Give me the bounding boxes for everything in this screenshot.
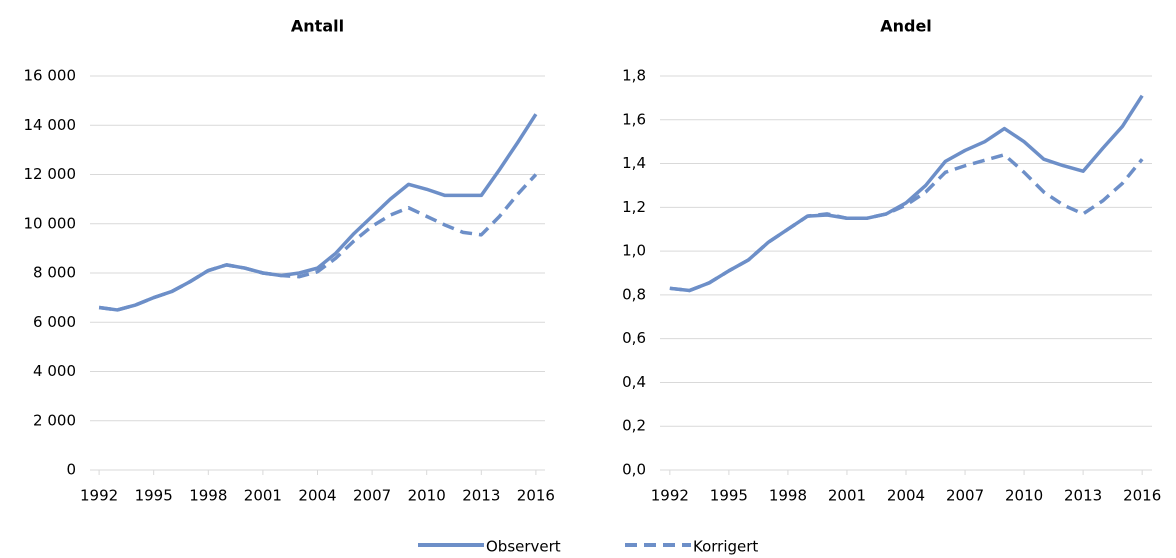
y-tick-label: 0,4 — [622, 373, 646, 391]
x-tick-label: 2016 — [1123, 487, 1161, 505]
x-tick-label: 2004 — [887, 487, 925, 505]
x-tick-label: 2001 — [828, 487, 866, 505]
x-tick-label: 1998 — [769, 487, 807, 505]
y-tick-label: 2 000 — [33, 411, 76, 429]
y-tick-label: 0,0 — [622, 461, 646, 479]
x-tick-label: 2001 — [244, 487, 282, 505]
x-tick-label: 1992 — [651, 487, 689, 505]
x-tick-label: 2010 — [408, 487, 446, 505]
x-tick-label: 2010 — [1005, 487, 1043, 505]
y-tick-label: 1,4 — [622, 154, 646, 172]
chart-title: Antall — [291, 17, 344, 36]
series-line: Korrigert — [98, 173, 538, 312]
legend-label: Korrigert — [693, 538, 758, 556]
y-tick-label: 10 000 — [24, 214, 77, 232]
x-tick-label: 2007 — [946, 487, 984, 505]
y-tick-label: 0,8 — [622, 285, 646, 303]
x-tick-label: 2004 — [298, 487, 336, 505]
x-tick-label: 2007 — [353, 487, 391, 505]
series-line: Observert — [98, 113, 538, 312]
y-tick-label: 8 000 — [33, 264, 76, 282]
y-tick-label: 12 000 — [24, 165, 77, 183]
y-tick-label: 1,8 — [622, 67, 646, 85]
chart-title: Andel — [880, 17, 932, 36]
series-line: Korrigert — [669, 153, 1144, 293]
y-tick-label: 0,6 — [622, 329, 646, 347]
series-line: Observert — [669, 94, 1144, 293]
y-tick-label: 1,2 — [622, 198, 646, 216]
x-tick-label: 2013 — [1064, 487, 1102, 505]
x-tick-label: 1992 — [80, 487, 118, 505]
x-tick-label: 1995 — [135, 487, 173, 505]
x-tick-label: 1998 — [189, 487, 227, 505]
x-tick-label: 2016 — [517, 487, 555, 505]
y-tick-label: 4 000 — [33, 362, 76, 380]
y-tick-label: 0,2 — [622, 417, 646, 435]
y-tick-label: 1,0 — [622, 242, 646, 260]
x-tick-label: 2013 — [462, 487, 500, 505]
y-tick-label: 14 000 — [24, 116, 77, 134]
y-tick-label: 0 — [66, 461, 76, 479]
y-tick-label: 6 000 — [33, 313, 76, 331]
y-tick-label: 1,6 — [622, 110, 646, 128]
x-tick-label: 1995 — [710, 487, 748, 505]
y-tick-label: 16 000 — [24, 67, 77, 85]
legend-label: Observert — [486, 538, 561, 556]
